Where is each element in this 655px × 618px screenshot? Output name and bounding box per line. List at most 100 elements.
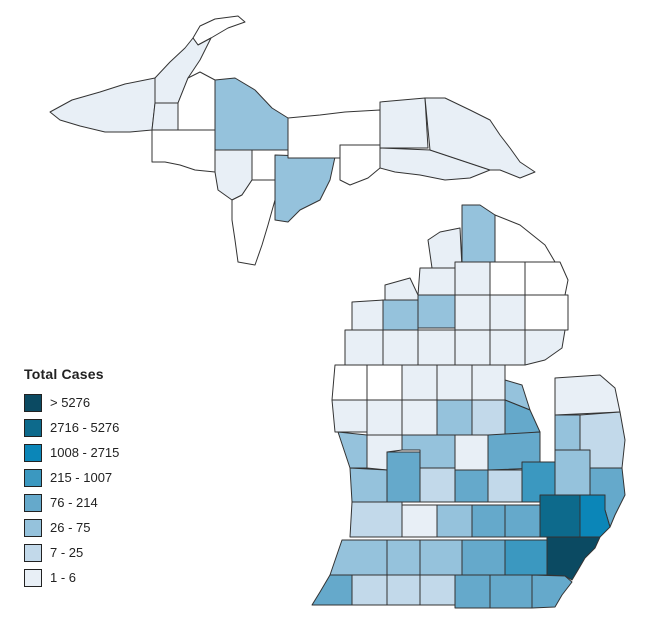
county-macomb[interactable] [579,494,611,538]
county-montmorency[interactable] [489,261,526,296]
legend-swatch [24,518,42,537]
county-ingham[interactable] [504,504,541,538]
county-muskegon[interactable] [337,431,368,469]
county-berrien[interactable] [311,574,353,606]
county-calhoun[interactable] [419,539,463,576]
county-crawford[interactable] [489,294,526,331]
legend-item: 7 - 25 [24,540,119,565]
county-monroe[interactable] [531,574,573,609]
county-mason[interactable] [331,364,368,401]
map-legend: Total Cases > 5276 2716 - 5276 1008 - 2715… [24,366,119,590]
county-kalkaska[interactable] [454,294,491,331]
county-lake[interactable] [366,364,403,401]
county-osceola[interactable] [401,364,438,401]
county-keweenaw[interactable] [192,15,246,46]
legend-swatch [24,443,42,462]
county-alpena[interactable] [524,261,569,296]
county-antrim[interactable] [417,294,456,329]
legend-item: 1008 - 2715 [24,440,119,465]
county-gogebic[interactable] [49,77,156,133]
legend-label: 215 - 1007 [50,470,113,485]
county-oakland[interactable] [539,494,581,538]
county-midland[interactable] [471,399,506,436]
upper-peninsula [49,15,536,266]
county-ogemaw[interactable] [489,329,526,366]
county-roscommon[interactable] [454,329,491,366]
legend-swatch [24,393,42,412]
county-charlevoix[interactable] [417,267,456,296]
county-huron[interactable] [554,374,621,416]
legend-rows: > 5276 2716 - 5276 1008 - 2715 215 - 1007 76… [24,390,119,590]
legend-swatch [24,493,42,512]
legend-label: 1008 - 2715 [50,445,120,460]
county-shiawassee[interactable] [454,469,489,503]
legend-label: > 5276 [50,395,91,410]
county-wayne[interactable] [546,536,601,581]
county-eaton[interactable] [471,504,506,538]
legend-item: 2716 - 5276 [24,415,119,440]
county-cass[interactable] [351,574,388,606]
legend-label: 26 - 75 [50,520,91,535]
county-genesee[interactable] [487,469,523,503]
county-lenawee[interactable] [489,574,533,609]
county-presque-isle[interactable] [494,214,556,263]
county-wexford[interactable] [382,329,419,366]
county-lapeer-south[interactable] [554,449,591,496]
county-iron[interactable] [151,129,216,173]
legend-swatch [24,418,42,437]
county-ionia[interactable] [349,467,388,503]
county-leelanau[interactable] [384,277,419,301]
county-mecosta[interactable] [401,399,438,436]
county-missaukee[interactable] [417,329,456,366]
county-otsego[interactable] [454,261,491,296]
county-marquette[interactable] [214,77,289,151]
legend-item: 26 - 75 [24,515,119,540]
legend-swatch [24,468,42,487]
county-kalamazoo[interactable] [386,539,421,576]
county-lapeer[interactable] [554,414,581,451]
county-branch[interactable] [419,574,456,606]
legend-item: > 5276 [24,390,119,415]
county-luce[interactable] [379,97,429,149]
county-ontonagon[interactable] [151,102,179,131]
county-jackson[interactable] [461,539,506,576]
county-van-buren[interactable] [329,539,388,576]
county-gladwin[interactable] [471,364,506,401]
county-newaygo[interactable] [366,399,403,436]
legend-label: 76 - 214 [50,495,98,510]
county-chippewa[interactable] [424,97,536,179]
county-manistee[interactable] [344,329,384,366]
county-schoolcraft[interactable] [339,144,381,186]
county-barry[interactable] [436,504,473,538]
county-washtenaw[interactable] [504,539,548,576]
county-iosco[interactable] [524,329,566,366]
legend-item: 1 - 6 [24,565,119,590]
county-isabella[interactable] [436,399,473,436]
county-oscoda[interactable] [524,294,569,331]
county-st-joseph[interactable] [386,574,421,606]
lower-peninsula [311,204,626,609]
county-kent[interactable] [386,451,421,503]
legend-swatch [24,568,42,587]
legend-label: 7 - 25 [50,545,84,560]
county-allegan[interactable] [401,504,438,538]
legend-label: 2716 - 5276 [50,420,120,435]
legend-title: Total Cases [24,366,104,382]
county-saginaw[interactable] [454,434,489,471]
county-ottawa[interactable] [349,501,403,538]
county-clare[interactable] [436,364,473,401]
county-benzie[interactable] [351,299,384,331]
legend-item: 76 - 214 [24,490,119,515]
county-cheboygan[interactable] [461,204,496,263]
legend-swatch [24,543,42,562]
legend-label: 1 - 6 [50,570,77,585]
county-clinton[interactable] [419,467,456,503]
county-emmet[interactable] [427,227,463,269]
county-oceana[interactable] [331,399,368,433]
county-delta[interactable] [274,154,336,223]
county-grand-traverse[interactable] [382,299,419,331]
legend-item: 215 - 1007 [24,465,119,490]
county-hillsdale[interactable] [454,574,491,609]
